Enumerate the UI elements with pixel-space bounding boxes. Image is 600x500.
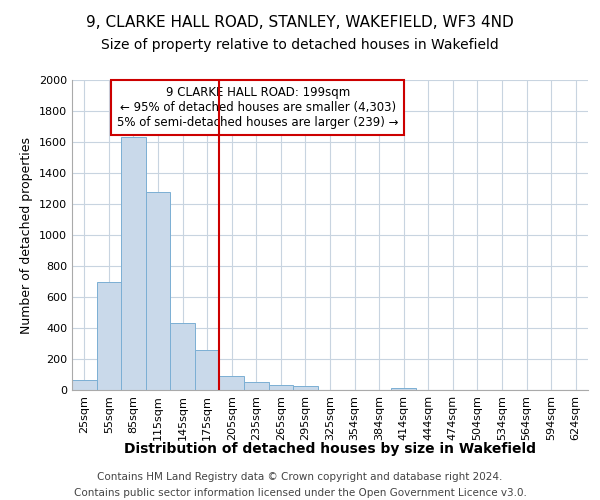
Bar	[72, 380, 97, 390]
Bar	[97, 282, 121, 390]
Bar	[121, 136, 146, 390]
Bar	[293, 386, 318, 390]
Bar	[170, 322, 195, 390]
Text: 9 CLARKE HALL ROAD: 199sqm
← 95% of detached houses are smaller (4,303)
5% of se: 9 CLARKE HALL ROAD: 199sqm ← 95% of deta…	[117, 86, 398, 129]
Y-axis label: Number of detached properties: Number of detached properties	[20, 136, 34, 334]
Bar	[269, 386, 293, 390]
Bar	[195, 350, 220, 390]
Bar	[146, 192, 170, 390]
Text: 9, CLARKE HALL ROAD, STANLEY, WAKEFIELD, WF3 4ND: 9, CLARKE HALL ROAD, STANLEY, WAKEFIELD,…	[86, 15, 514, 30]
Bar	[244, 382, 269, 390]
Bar	[391, 388, 416, 390]
Text: Distribution of detached houses by size in Wakefield: Distribution of detached houses by size …	[124, 442, 536, 456]
Text: Contains HM Land Registry data © Crown copyright and database right 2024.: Contains HM Land Registry data © Crown c…	[97, 472, 503, 482]
Text: Size of property relative to detached houses in Wakefield: Size of property relative to detached ho…	[101, 38, 499, 52]
Bar	[220, 376, 244, 390]
Text: Contains public sector information licensed under the Open Government Licence v3: Contains public sector information licen…	[74, 488, 526, 498]
